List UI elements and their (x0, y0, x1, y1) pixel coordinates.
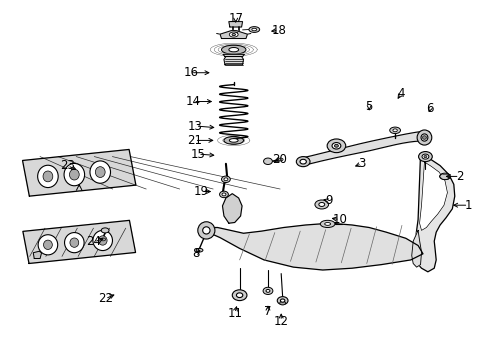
Ellipse shape (70, 238, 79, 247)
Text: 21: 21 (187, 134, 202, 147)
Ellipse shape (224, 136, 243, 144)
Text: 15: 15 (190, 148, 205, 161)
Text: 8: 8 (191, 247, 199, 260)
Ellipse shape (277, 297, 287, 305)
Ellipse shape (233, 32, 237, 34)
Text: 18: 18 (271, 24, 285, 37)
Ellipse shape (251, 28, 256, 31)
Text: 19: 19 (194, 185, 208, 198)
Text: 13: 13 (188, 120, 203, 132)
Polygon shape (223, 54, 244, 57)
Polygon shape (224, 57, 243, 65)
Text: 7: 7 (264, 305, 271, 318)
Ellipse shape (420, 134, 427, 141)
Ellipse shape (229, 32, 238, 37)
Ellipse shape (296, 157, 309, 167)
Ellipse shape (43, 240, 52, 249)
Polygon shape (411, 230, 421, 267)
Ellipse shape (422, 136, 426, 139)
Ellipse shape (221, 176, 230, 183)
Ellipse shape (280, 299, 284, 302)
Text: 16: 16 (183, 66, 198, 79)
Ellipse shape (90, 161, 110, 183)
Ellipse shape (101, 228, 109, 233)
Ellipse shape (236, 293, 242, 297)
Ellipse shape (318, 202, 324, 206)
Ellipse shape (203, 227, 210, 234)
Ellipse shape (230, 31, 241, 35)
Text: 4: 4 (396, 87, 404, 100)
Ellipse shape (423, 156, 426, 158)
Ellipse shape (224, 178, 227, 181)
Ellipse shape (279, 301, 285, 305)
Ellipse shape (326, 139, 345, 153)
Ellipse shape (38, 165, 58, 188)
Text: 24: 24 (86, 235, 101, 248)
Ellipse shape (248, 27, 259, 32)
Polygon shape (205, 223, 422, 270)
Ellipse shape (278, 158, 283, 161)
Ellipse shape (263, 287, 272, 294)
Ellipse shape (418, 152, 431, 162)
Text: 14: 14 (185, 95, 200, 108)
Ellipse shape (231, 33, 235, 36)
Polygon shape (419, 162, 447, 230)
Ellipse shape (43, 171, 53, 182)
Ellipse shape (416, 130, 431, 145)
Ellipse shape (228, 48, 238, 52)
Ellipse shape (95, 167, 105, 177)
Ellipse shape (232, 290, 246, 301)
Ellipse shape (219, 191, 228, 198)
Text: 3: 3 (357, 157, 365, 170)
Polygon shape (228, 22, 242, 27)
Text: 11: 11 (227, 307, 242, 320)
Ellipse shape (331, 143, 340, 149)
Polygon shape (414, 155, 454, 272)
Text: 5: 5 (365, 100, 372, 113)
Ellipse shape (439, 173, 449, 180)
Ellipse shape (392, 129, 396, 132)
Text: 1: 1 (464, 199, 471, 212)
Ellipse shape (389, 127, 400, 134)
Text: 10: 10 (332, 213, 346, 226)
Text: 12: 12 (273, 315, 288, 328)
Polygon shape (303, 131, 429, 166)
Polygon shape (23, 220, 135, 264)
Text: 9: 9 (324, 194, 332, 207)
Ellipse shape (222, 193, 225, 196)
Ellipse shape (69, 169, 79, 180)
Ellipse shape (38, 235, 58, 255)
Ellipse shape (98, 236, 107, 245)
Ellipse shape (324, 222, 330, 225)
Ellipse shape (299, 159, 305, 164)
Polygon shape (220, 31, 247, 39)
Text: 23: 23 (60, 159, 75, 172)
Ellipse shape (320, 220, 334, 228)
Ellipse shape (197, 222, 215, 239)
Text: 2: 2 (455, 170, 463, 183)
Text: 6: 6 (426, 102, 433, 114)
Polygon shape (33, 251, 41, 258)
Ellipse shape (421, 154, 428, 159)
Polygon shape (222, 194, 242, 223)
Text: 20: 20 (272, 153, 286, 166)
Polygon shape (303, 131, 428, 166)
Ellipse shape (229, 139, 238, 142)
Text: 22: 22 (98, 292, 112, 305)
Ellipse shape (196, 248, 203, 252)
Ellipse shape (263, 158, 272, 165)
Ellipse shape (314, 200, 328, 209)
Ellipse shape (101, 238, 105, 241)
Ellipse shape (334, 144, 338, 147)
Ellipse shape (93, 230, 112, 251)
Ellipse shape (265, 289, 269, 292)
Ellipse shape (64, 163, 84, 186)
Ellipse shape (221, 45, 245, 54)
Ellipse shape (64, 233, 84, 253)
Text: 17: 17 (228, 12, 243, 24)
Polygon shape (22, 149, 136, 196)
